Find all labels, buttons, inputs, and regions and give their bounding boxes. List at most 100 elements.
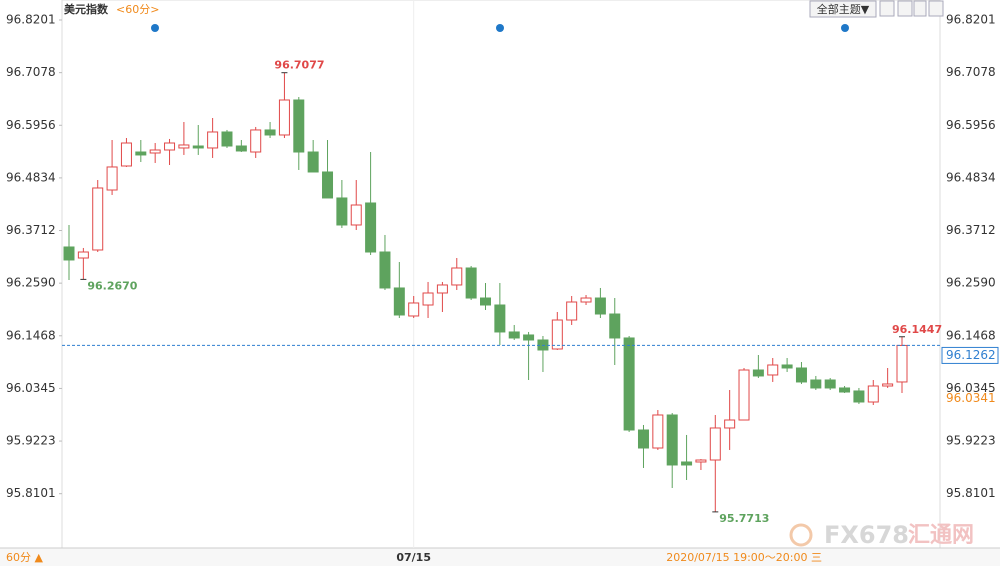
- y2-tick-label: 96.3712: [946, 223, 996, 237]
- candle-body: [106, 166, 118, 191]
- y-tick-label: 95.9223: [6, 434, 56, 448]
- theme-button-label[interactable]: 全部主题▼: [817, 2, 870, 16]
- candle-body: [724, 419, 736, 429]
- candle-body: [551, 319, 563, 350]
- y-tick-label: 96.1468: [6, 328, 56, 342]
- period-button[interactable]: 60分 ▲: [6, 551, 43, 564]
- candle-body: [250, 129, 262, 153]
- annotation-label: 96.1447: [892, 323, 942, 336]
- candle-body: [896, 344, 908, 383]
- candle-body: [580, 297, 592, 303]
- candle-body: [207, 131, 219, 149]
- candle-body: [523, 334, 535, 341]
- candle-body: [767, 364, 779, 376]
- candle-body: [135, 151, 147, 156]
- event-dot[interactable]: [841, 24, 849, 32]
- candle-body: [393, 287, 405, 316]
- candle-body: [666, 414, 678, 466]
- candle-body: [178, 144, 190, 149]
- theme-button[interactable]: [809, 0, 877, 18]
- candle-body: [882, 383, 894, 387]
- candle-body: [451, 267, 463, 286]
- candle-body: [494, 304, 506, 333]
- y2-tick-label: 96.0345: [946, 381, 996, 395]
- candle-body: [436, 284, 448, 294]
- candle-body: [278, 99, 290, 136]
- candle-body: [508, 331, 520, 339]
- event-dot[interactable]: [151, 24, 159, 32]
- watermark: 汇通网: [908, 523, 974, 548]
- candle-body: [609, 313, 621, 339]
- candle-body: [853, 390, 865, 403]
- candle-body: [695, 459, 707, 463]
- candle-body: [623, 337, 635, 431]
- candle-body: [336, 197, 348, 226]
- period-label: <60分>: [116, 3, 159, 16]
- y-tick-label: 96.3712: [6, 223, 56, 237]
- candle-body: [752, 369, 764, 377]
- last-price-box: [941, 346, 999, 364]
- y2-tick-label: 96.1468: [946, 328, 996, 342]
- y-tick-label: 96.4834: [6, 170, 56, 184]
- y2-tick-label: 96.8201: [946, 12, 996, 26]
- y2-tick-label: 95.8101: [946, 486, 996, 500]
- candle-body: [350, 204, 362, 226]
- candle-body: [120, 142, 132, 167]
- y-tick-label: 96.0345: [6, 381, 56, 395]
- candle-body: [63, 246, 75, 261]
- annotation-label: 96.7077: [274, 59, 324, 72]
- footer-bar: [0, 548, 1000, 566]
- candle-body: [652, 414, 664, 449]
- candle-body: [465, 267, 477, 299]
- candle-body: [322, 171, 334, 199]
- candle-body: [681, 461, 693, 466]
- candle-body: [795, 367, 807, 383]
- x-tick-label: 07/15: [396, 551, 431, 564]
- y2-tick-label: 96.7078: [946, 65, 996, 79]
- tool-icon[interactable]: [913, 0, 927, 17]
- tool-icon[interactable]: [879, 0, 895, 17]
- annotation-label: 95.7713: [719, 512, 769, 525]
- plot-frame: [61, 0, 941, 549]
- candle-body: [293, 99, 305, 153]
- candle-body: [738, 369, 750, 421]
- y2-tick-label: 96.4834: [946, 170, 996, 184]
- y-tick-label: 96.7078: [6, 65, 56, 79]
- last-price-label: 96.1262: [946, 348, 996, 362]
- y-tick-label: 96.8201: [6, 12, 56, 26]
- y2-tick-label: 96.5956: [946, 118, 996, 132]
- candle-body: [594, 297, 606, 315]
- chart-title: 美元指数: [64, 2, 109, 16]
- tool-icon[interactable]: [897, 0, 913, 17]
- candle-body: [566, 301, 578, 321]
- candle-body: [839, 387, 851, 393]
- event-dot[interactable]: [496, 24, 504, 32]
- watermark: FX678: [824, 521, 909, 549]
- candle-body: [422, 292, 434, 306]
- candle-body: [264, 129, 276, 136]
- time-range: 2020/07/15 19:00～20:00 三: [666, 551, 822, 564]
- candle-body: [164, 142, 176, 151]
- watermark-logo: [789, 523, 813, 547]
- candle-body: [235, 145, 247, 152]
- candle-body: [709, 427, 721, 461]
- candle-body: [824, 379, 836, 389]
- y-tick-label: 96.2590: [6, 276, 56, 290]
- y-tick-label: 96.5956: [6, 118, 56, 132]
- candle-body: [365, 202, 377, 253]
- candle-body: [92, 187, 104, 251]
- candle-body: [379, 251, 391, 289]
- y2-tick-label: 95.9223: [946, 434, 996, 448]
- candle-body: [149, 149, 161, 154]
- y-tick-label: 95.8101: [6, 486, 56, 500]
- ref-price-label: 96.0341: [946, 391, 996, 405]
- candle-body: [480, 297, 491, 306]
- tool-icon[interactable]: [928, 0, 944, 17]
- annotation-label: 96.2670: [87, 279, 137, 292]
- candle-body: [221, 131, 233, 147]
- candle-body: [810, 379, 822, 389]
- candle-body: [781, 364, 793, 369]
- candle-body: [867, 385, 879, 403]
- candle-body: [77, 251, 89, 259]
